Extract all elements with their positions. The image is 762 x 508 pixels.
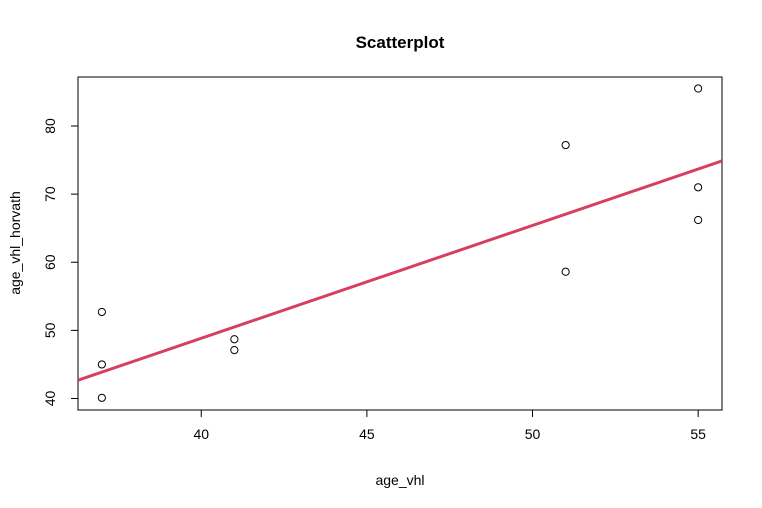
regression-line-group	[78, 159, 722, 382]
chart-title: Scatterplot	[356, 33, 445, 52]
x-tick-label: 55	[690, 426, 706, 442]
data-point	[97, 307, 106, 317]
data-point	[230, 335, 239, 344]
x-axis-label: age_vhl	[375, 472, 424, 488]
y-tick-label: 80	[42, 118, 58, 134]
y-axis: 40 50 60 70 80	[42, 118, 79, 406]
x-tick-label: 50	[525, 426, 541, 442]
x-tick-label: 45	[359, 426, 375, 442]
data-point	[694, 215, 703, 225]
y-tick-label: 70	[42, 186, 58, 202]
x-axis: 40 45 50 55	[193, 409, 706, 442]
data-point	[230, 346, 239, 355]
data-point	[694, 84, 703, 93]
data-point	[97, 393, 106, 402]
x-tick-label: 40	[193, 426, 209, 442]
data-point	[561, 140, 570, 150]
data-point	[694, 183, 703, 192]
data-point	[561, 267, 570, 276]
y-tick-label: 50	[42, 322, 58, 338]
regression-line	[78, 159, 722, 382]
plot-frame	[77, 76, 723, 411]
data-point	[97, 360, 106, 369]
y-axis-label: age_vhl_horvath	[7, 191, 23, 295]
y-tick-label: 60	[42, 254, 58, 270]
y-tick-label: 40	[42, 390, 58, 406]
data-points	[97, 84, 703, 402]
